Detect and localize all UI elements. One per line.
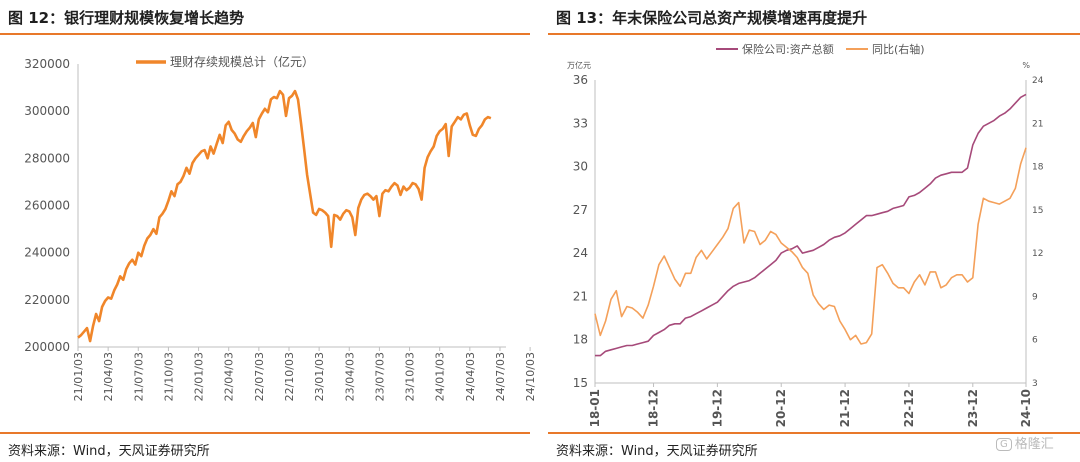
- x-tick-label: 22/07/03: [253, 352, 266, 401]
- y-tick-label: 320000: [24, 57, 70, 71]
- x-tick-label: 23/07/03: [373, 352, 386, 401]
- left-axis-unit: 万亿元: [567, 60, 591, 70]
- watermark-text: 格隆汇: [1014, 437, 1054, 452]
- x-tick-label: 24/10/03: [524, 352, 537, 401]
- left-tick-label: 36: [573, 73, 588, 87]
- x-tick-label: 22/10/03: [283, 352, 296, 401]
- x-tick-label: 24/07/03: [494, 352, 507, 401]
- y-tick-label: 280000: [24, 151, 70, 165]
- left-tick-label: 24: [573, 246, 588, 260]
- source-rule: [548, 432, 1080, 434]
- x-tick-label: 24-10: [1019, 389, 1033, 427]
- legend-label: 保险公司:资产总额: [742, 42, 834, 56]
- legend-label: 同比(右轴): [872, 42, 925, 56]
- series-line-aum: [77, 89, 492, 343]
- x-tick-label: 23/10/03: [404, 352, 417, 401]
- right-tick-label: 9: [1032, 292, 1038, 302]
- right-tick-label: 3: [1032, 379, 1038, 389]
- x-tick-label: 23/01/03: [313, 352, 326, 401]
- watermark: G 格隆汇: [996, 433, 1076, 459]
- x-tick-label: 21/01/03: [72, 352, 85, 401]
- left-tick-label: 15: [573, 376, 588, 390]
- right-tick-label: 24: [1032, 76, 1044, 86]
- y-tick-label: 300000: [24, 104, 70, 118]
- left-tick-label: 30: [573, 160, 588, 174]
- left-tick-label: 33: [573, 116, 588, 130]
- figure-title: 图 12：银行理财规模恢复增长趋势: [8, 9, 245, 27]
- right-figure: 图 13：年末保险公司总资产规模增速再度提升 万亿元% 15 18 21 24 27 30 3…: [548, 0, 1080, 462]
- aum-line-chart: 200000 220000 240000 260000 280000 300000 3200…: [24, 54, 537, 401]
- x-tick-label: 21-12: [838, 389, 852, 427]
- right-tick-label: 21: [1032, 119, 1043, 129]
- x-tick-label: 22/01/03: [193, 352, 206, 401]
- left-figure: 图 12：银行理财规模恢复增长趋势 200000 220000 240000 2600…: [0, 0, 537, 462]
- source-note: 资料来源：Wind，天风证券研究所: [8, 444, 210, 459]
- x-tick-label: 21/10/03: [162, 352, 175, 401]
- legend-label: 理财存续规模总计（亿元）: [170, 54, 314, 69]
- x-tick-label: 24/01/03: [434, 352, 447, 401]
- x-tick-label: 23/04/03: [343, 352, 356, 401]
- x-tick-label: 22/04/03: [223, 352, 236, 401]
- x-tick-label: 18-12: [647, 389, 661, 427]
- right-tick-label: 6: [1032, 336, 1038, 346]
- series-line-yoy: [594, 147, 1027, 345]
- x-tick-label: 20-12: [774, 389, 788, 427]
- x-tick-label: 23-12: [966, 389, 980, 427]
- figure-title: 图 13：年末保险公司总资产规模增速再度提升: [556, 9, 868, 27]
- y-tick-label: 260000: [24, 199, 70, 213]
- y-tick-label: 220000: [24, 293, 70, 307]
- watermark-logo-icon: G: [996, 438, 1012, 451]
- y-tick-label: 200000: [24, 340, 70, 354]
- left-tick-label: 18: [573, 333, 588, 347]
- x-tick-label: 19-12: [710, 389, 724, 427]
- left-tick-label: 21: [573, 289, 588, 303]
- x-tick-label: 21/04/03: [102, 352, 115, 401]
- y-tick-label: 240000: [24, 246, 70, 260]
- x-tick-label: 22-12: [902, 389, 916, 427]
- right-tick-label: 15: [1032, 206, 1043, 216]
- x-tick-label: 21/07/03: [132, 352, 145, 401]
- right-tick-label: 18: [1032, 163, 1044, 173]
- title-rule: [548, 33, 1080, 35]
- x-tick-label: 24/04/03: [464, 352, 477, 401]
- series-line-total-assets: [595, 93, 1027, 357]
- left-tick-label: 27: [573, 203, 588, 217]
- right-axis-unit: %: [1022, 61, 1030, 70]
- right-tick-label: 12: [1032, 249, 1043, 259]
- title-rule: [0, 33, 530, 35]
- source-note: 资料来源：Wind，天风证券研究所: [556, 444, 758, 459]
- x-tick-label: 18-01: [588, 389, 602, 427]
- source-rule: [0, 432, 530, 434]
